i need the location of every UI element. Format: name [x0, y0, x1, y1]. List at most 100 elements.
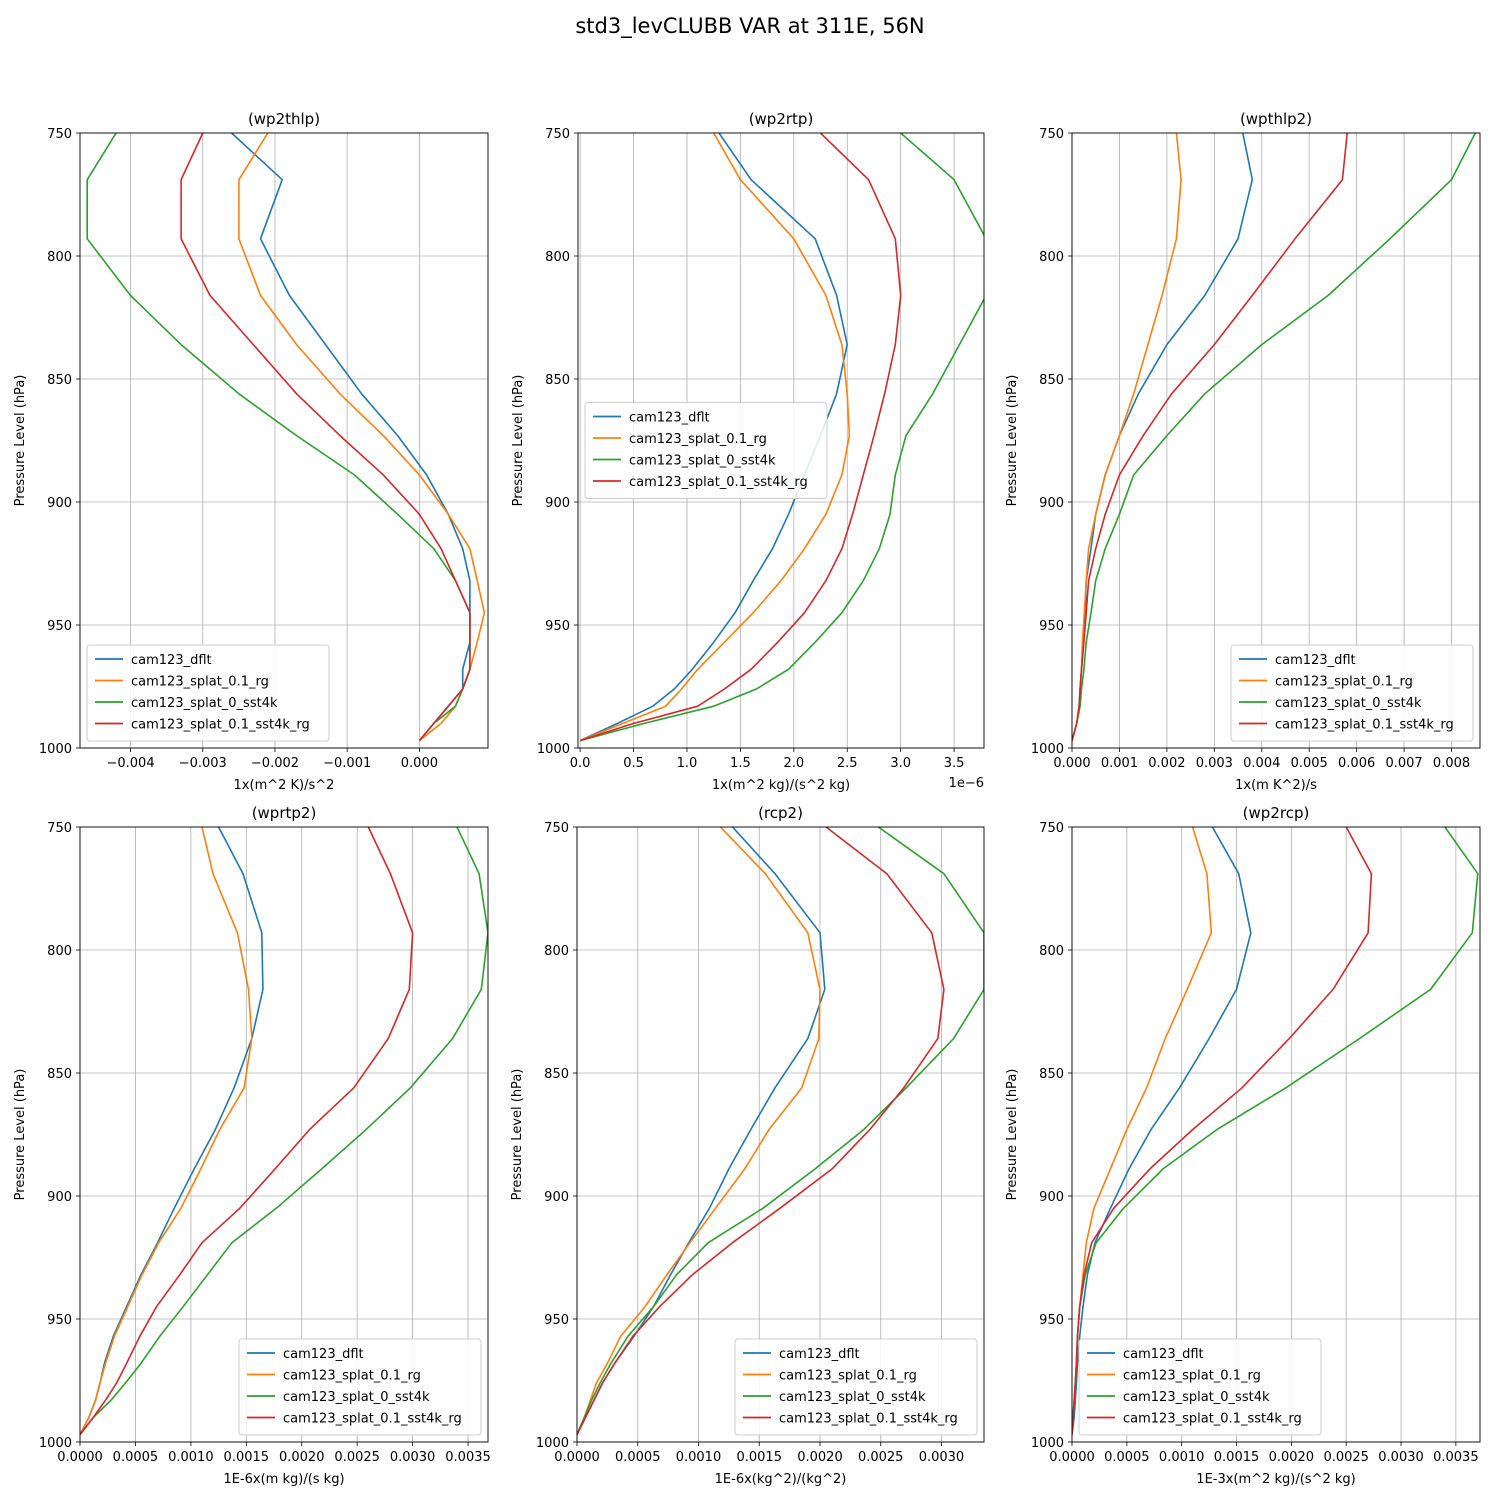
y-tick-label: 950: [47, 1313, 72, 1328]
y-tick-label: 750: [544, 821, 569, 836]
legend-box: [1230, 644, 1474, 742]
series-line-cam123_splat_0.1_rg: [80, 827, 253, 1435]
y-tick-label: 1000: [537, 742, 570, 757]
subplot-2: 0.0 0.5 1.0 1.5 2.0 2.5 3.0 3.5 750 800 850 900 950 1…: [511, 110, 985, 793]
series-line-cam123_splat_0.1_rg: [1072, 133, 1182, 741]
legend-label: cam123_dflt: [1275, 653, 1356, 668]
y-tick-label: 950: [545, 619, 570, 634]
legend-label: cam123_dflt: [629, 411, 710, 426]
x-tick-label: 0.0010: [676, 1450, 722, 1465]
y-tick-label: 750: [1039, 127, 1064, 142]
x-tick-label: −0.002: [251, 756, 299, 771]
subplot-4: 0.0000 0.0005 0.0010 0.0015 0.0020 0.0025 0.00…: [13, 804, 491, 1487]
y-tick-label: 800: [1039, 944, 1064, 959]
legend-label: cam123_splat_0.1_sst4k_rg: [779, 1412, 958, 1427]
x-tick-label: 0.001: [1101, 756, 1138, 771]
y-tick-label: 800: [47, 944, 72, 959]
x-tick-label: 0.0010: [1159, 1450, 1205, 1465]
x-tick-label: 0.0020: [797, 1450, 843, 1465]
series-line-cam123_splat_0.1_rg: [577, 827, 821, 1435]
y-tick-label: 800: [545, 250, 570, 265]
x-tick-label: 2.5: [837, 756, 858, 771]
y-axis-label: Pressure Level (hPa): [13, 375, 28, 507]
x-tick-label: 0.0015: [1214, 1450, 1260, 1465]
series-group: [1072, 133, 1477, 741]
y-tick-label: 950: [1039, 619, 1064, 634]
y-tick-label: 850: [544, 1067, 569, 1082]
x-axis-label: 1x(m^2 kg)/(s^2 kg): [712, 778, 850, 793]
subplot-title: (wp2thlp): [248, 110, 320, 128]
x-tick-label: 1.0: [677, 756, 698, 771]
x-tick-label: 0.000: [401, 756, 438, 771]
x-tick-label: 0.0015: [736, 1450, 782, 1465]
series-line-cam123_splat_0.1_rg: [579, 133, 851, 742]
y-tick-label: 900: [545, 496, 570, 511]
legend-label: cam123_splat_0.1_rg: [629, 432, 767, 447]
legend-label: cam123_splat_0.1_sst4k_rg: [131, 718, 310, 733]
y-tick-label: 850: [545, 373, 570, 388]
y-tick-label: 900: [1039, 1190, 1064, 1205]
legend: cam123_dflt cam123_splat_0.1_rg cam123_spl…: [1230, 644, 1474, 742]
legend-label: cam123_splat_0.1_rg: [779, 1369, 917, 1384]
y-tick-label: 1000: [1031, 742, 1064, 757]
x-axis-label: 1E-6x(kg^2)/(kg^2): [715, 1472, 847, 1487]
x-axis-label: 1x(m^2 K)/s^2: [234, 778, 335, 793]
legend-label: cam123_splat_0_sst4k: [283, 1390, 430, 1405]
legend-label: cam123_splat_0_sst4k: [1123, 1390, 1270, 1405]
y-tick-label: 850: [47, 373, 72, 388]
y-tick-label: 900: [47, 1190, 72, 1205]
axes-frame: [79, 132, 489, 749]
y-tick-label: 850: [1039, 1067, 1064, 1082]
x-tick-label: 0.0035: [445, 1450, 491, 1465]
subplot-5: 0.0000 0.0005 0.0010 0.0015 0.0020 0.0025 0.00…: [510, 804, 985, 1487]
x-tick-label: 0.0000: [57, 1450, 103, 1465]
series-line-cam123_splat_0.1_sst4k_rg: [80, 827, 414, 1436]
subplot-title: (wpthlp2): [1240, 110, 1312, 128]
y-tick-label: 1000: [536, 1436, 569, 1451]
x-tick-label: 0.0005: [113, 1450, 159, 1465]
y-tick-label: 750: [545, 127, 570, 142]
axes-frame: [79, 826, 489, 1443]
axes-frame: [577, 132, 985, 749]
x-tick-label: 0.0025: [334, 1450, 380, 1465]
y-tick-label: 950: [544, 1313, 569, 1328]
y-tick-label: 800: [47, 250, 72, 265]
y-tick-label: 900: [1039, 496, 1064, 511]
subplot-title: (wp2rcp): [1243, 804, 1310, 822]
x-tick-label: −0.004: [106, 756, 154, 771]
series-line-cam123_splat_0_sst4k: [1072, 133, 1477, 741]
legend: cam123_dflt cam123_splat_0.1_rg cam123_spl…: [238, 1338, 482, 1436]
x-tick-label: 0.0025: [858, 1450, 904, 1465]
series-line-cam123_dflt: [579, 133, 849, 742]
y-tick-label: 750: [47, 127, 72, 142]
legend-label: cam123_splat_0_sst4k: [629, 454, 776, 469]
series-line-cam123_splat_0_sst4k: [86, 133, 471, 742]
subplot-title: (rcp2): [758, 804, 803, 822]
x-offset-text: 1e−6: [949, 776, 984, 791]
legend: cam123_dflt cam123_splat_0.1_rg cam123_spl…: [1078, 1338, 1322, 1436]
y-tick-label: 800: [1039, 250, 1064, 265]
subplot-6: 0.0000 0.0005 0.0010 0.0015 0.0020 0.0025 0.00…: [1005, 804, 1481, 1487]
legend-box: [734, 1338, 978, 1436]
x-tick-label: 1.5: [730, 756, 751, 771]
x-tick-label: 0.0020: [1269, 1450, 1315, 1465]
x-tick-label: 0.0005: [615, 1450, 661, 1465]
y-tick-label: 900: [47, 496, 72, 511]
x-axis-label: 1E-6x(m kg)/(s kg): [223, 1472, 344, 1487]
legend-label: cam123_splat_0.1_sst4k_rg: [283, 1412, 462, 1427]
series-group: [1072, 827, 1479, 1435]
x-tick-label: 0.0: [570, 756, 591, 771]
legend-label: cam123_splat_0.1_rg: [1275, 675, 1413, 690]
x-tick-label: 0.0030: [390, 1450, 436, 1465]
axes-frame: [576, 826, 985, 1443]
x-tick-label: 2.0: [783, 756, 804, 771]
series-line-cam123_dflt: [80, 827, 264, 1435]
x-tick-label: 0.0010: [168, 1450, 214, 1465]
legend: cam123_dflt cam123_splat_0.1_rg cam123_spl…: [584, 402, 828, 499]
y-tick-label: 1000: [39, 1436, 72, 1451]
legend-box: [238, 1338, 482, 1436]
x-tick-label: 0.002: [1148, 756, 1185, 771]
series-group: [577, 827, 984, 1435]
series-group: [579, 133, 984, 742]
